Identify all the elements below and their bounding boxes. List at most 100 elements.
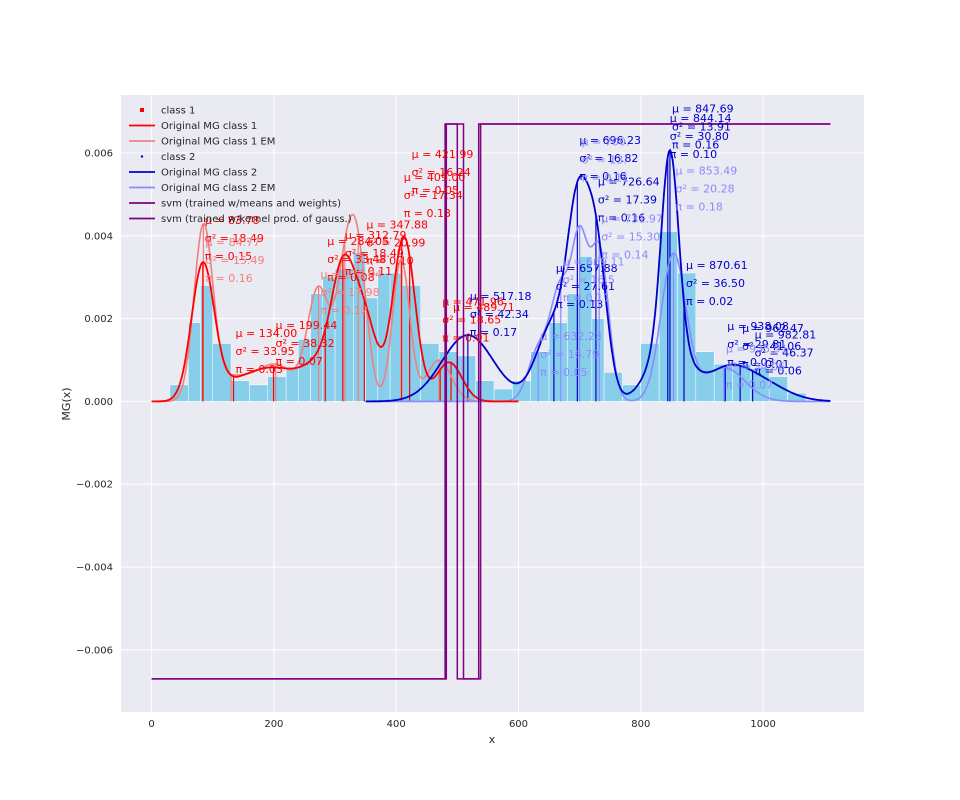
axis-ticks: 0 200 400 600 800 1000 −0.006 −0.004 −0.002 0.000… [76, 148, 776, 730]
annotation-text: μ = 870.61 [686, 259, 748, 272]
annotation-text: π = 0.14 [601, 249, 648, 262]
histogram-bar [249, 384, 269, 402]
annotation-text: μ = 517.18 [470, 290, 532, 303]
annotation-text: π = 0.08 [327, 271, 374, 284]
legend-entry: svm (trained w/means and weights) [129, 199, 341, 210]
annotation-text: π = 0.02 [686, 295, 733, 308]
legend-label: svm (trained w/means and weights) [161, 199, 341, 210]
annotation-text: π = 0.16 [672, 138, 719, 151]
legend-label: svm (trained w/kernel prod. of gauss.) [161, 214, 352, 225]
annotation-text: μ = 312.79 [345, 229, 407, 242]
annotation-text: σ² = 18.49 [345, 247, 404, 260]
component-annotation: μ = 312.79 σ² = 18.49 π = 0.11 [345, 229, 407, 278]
component-annotation: μ = 696.23 σ² = 16.82 π = 0.16 [579, 134, 641, 183]
annotation-text: π = 0.05 [540, 366, 587, 379]
component-annotation: μ = 517.18 σ² = 42.34 π = 0.17 [470, 290, 532, 339]
legend-label: Original MG class 1 EM [161, 137, 275, 148]
annotation-text: σ² = 33.95 [236, 345, 295, 358]
histogram-bar [267, 376, 287, 402]
x-tick-label: 800 [631, 719, 650, 730]
annotation-text: π = 0.16 [579, 170, 626, 183]
annotation-text: π = 0.13 [404, 207, 451, 220]
component-annotation: μ = 632.23 σ² = 16.79 π = 0.05 [540, 330, 602, 379]
component-annotation: μ = 273.04 σ² = 17.98 π = 0.12 [321, 268, 383, 317]
component-annotation: μ = 853.49 σ² = 20.28 π = 0.18 [676, 165, 738, 214]
histogram-bar [591, 318, 605, 402]
legend-label: Original MG class 2 EM [161, 183, 275, 194]
annotation-text: π = 0.10 [366, 254, 413, 267]
annotation-text: μ = 409.00 [404, 171, 466, 184]
legend-entry: svm (trained w/kernel prod. of gauss.) [129, 214, 352, 225]
component-annotation: μ = 657.88 σ² = 27.61 π = 0.13 [556, 262, 618, 311]
annotation-text: π = 0.01 [442, 331, 489, 344]
annotation-text: π = 0.03 [236, 363, 283, 376]
y-tick-label: 0.004 [84, 231, 113, 242]
annotation-text: μ = 853.49 [676, 165, 738, 178]
annotation-text: σ² = 16.82 [579, 152, 638, 165]
annotation-text: μ = 962.47 [742, 322, 804, 335]
svm-kernel-line [151, 123, 831, 680]
annotation-text: μ = 726.64 [598, 175, 660, 188]
y-tick-label: 0.002 [84, 314, 113, 325]
annotation-text: μ = 83.78 [205, 214, 260, 227]
component-annotation: μ = 938.08 σ² = 29.81 π = 0.03 [727, 320, 789, 369]
annotation-text: μ = 489.71 [453, 301, 515, 314]
annotation-text: σ² = 16.5 [563, 274, 615, 287]
annotation-text: π = 0.07 [276, 355, 323, 368]
annotation-text: σ² = 17.39 [598, 193, 657, 206]
component-annotation: μ = 84.77 σ² = 15.49 π = 0.16 [205, 236, 264, 285]
class2-curve [365, 148, 831, 403]
annotation-text: π = 0.18 [676, 201, 723, 214]
annotation-text: μ = 134.00 [236, 327, 298, 340]
annotation-text: π = 0.12 [321, 304, 368, 317]
annotation-text: μ = 669.11 [563, 256, 625, 269]
histogram-bar [420, 343, 440, 402]
annotation-text: σ² = 30.80 [670, 130, 729, 143]
annotation-text: μ = 471.96 [442, 295, 504, 308]
y-tick-label: 0.006 [84, 148, 113, 159]
svm-decision-lines [151, 123, 831, 680]
annotation-text: σ² = 36.50 [686, 277, 745, 290]
legend-marker [140, 155, 144, 158]
component-annotation: μ = 199.44 σ² = 38.32 π = 0.07 [276, 319, 338, 368]
component-annotation: μ = 726.64 σ² = 17.39 π = 0.16 [598, 175, 660, 224]
component-annotation: μ = 284.05 σ² = 33.48 π = 0.08 [327, 235, 389, 284]
y-tick-label: 0.000 [84, 397, 113, 408]
annotation-text: σ² = 41.06 [742, 340, 801, 353]
y-tick-label: −0.002 [76, 480, 113, 491]
y-tick-label: −0.006 [76, 645, 113, 656]
annotation-text: π = 0.10 [670, 148, 717, 161]
component-annotation: μ = 847.69 σ² = 13.91 π = 0.16 [672, 102, 734, 151]
annotation-text: π = 0.17 [470, 326, 517, 339]
svm-means-weights-line [151, 123, 831, 680]
component-annotation: μ = 962.47 σ² = 41.06 π = 0.01 [742, 322, 804, 371]
annotation-text: σ² = 29.81 [727, 338, 786, 351]
histogram-bar [695, 351, 715, 402]
histogram-bar [389, 272, 403, 402]
annotation-text: σ² = 42.34 [470, 308, 529, 321]
component-mean-lines [202, 150, 754, 402]
annotation-text: μ = 657.88 [556, 262, 618, 275]
component-annotation: μ = 731.97 σ² = 15.30 π = 0.14 [601, 213, 663, 262]
legend-marker [140, 108, 144, 112]
annotation-text: σ² = 18.65 [442, 313, 501, 326]
component-annotation: μ = 700. σ² = 13. π = 0.11 [582, 136, 630, 185]
annotation-text: π = 0.06 [755, 364, 802, 377]
x-axis-label: x [489, 733, 496, 746]
annotation-text: σ² = 33.48 [327, 253, 386, 266]
component-annotation: μ = 844.14 σ² = 30.80 π = 0.10 [670, 112, 732, 161]
annotation-text: σ² = 17.34 [404, 189, 463, 202]
x-tick-label: 400 [387, 719, 406, 730]
component-annotation: μ = 982.81 σ² = 46.37 π = 0.06 [755, 328, 817, 377]
annotation-text: σ² = 38.32 [276, 337, 335, 350]
annotation-text: σ² = 20.99 [366, 236, 425, 249]
annotation-text: σ² = 18.49 [205, 232, 264, 245]
y-tick-label: −0.004 [76, 563, 113, 574]
component-annotation: μ = 471.96 σ² = 18.65 π = 0.01 [442, 295, 504, 344]
annotation-text: π = 0.13 [556, 298, 603, 311]
annotation-text: μ = 700. [582, 136, 630, 149]
annotation-text: μ = 273.04 [321, 268, 383, 281]
annotation-text: μ = 84.77 [205, 236, 260, 249]
annotation-text: μ = 421.99 [412, 148, 474, 161]
